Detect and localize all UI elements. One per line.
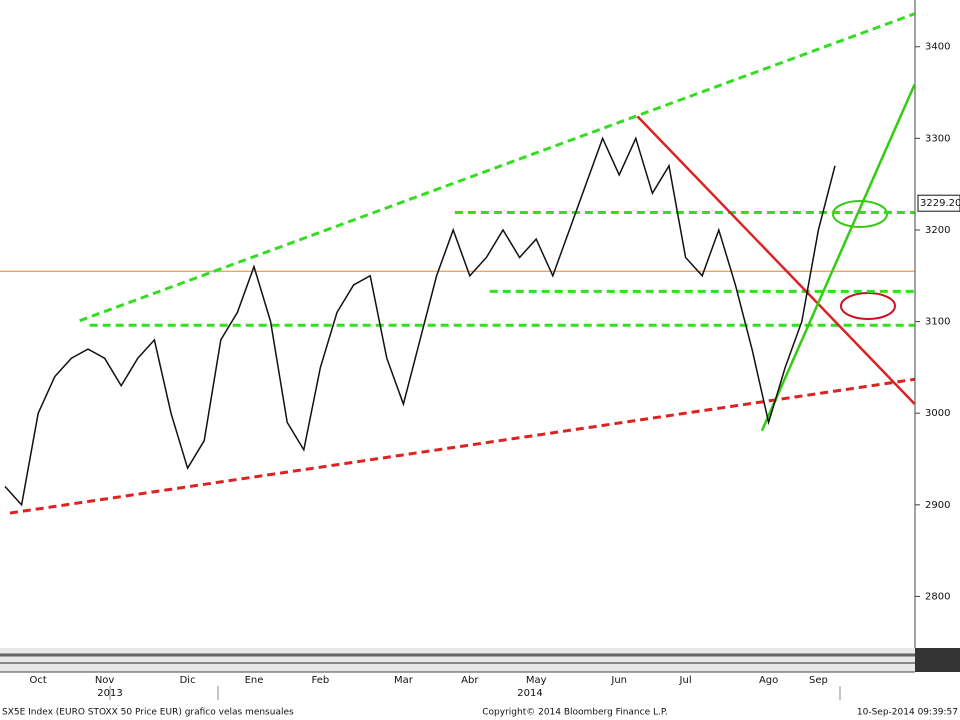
highlight-ellipse xyxy=(840,292,896,320)
y-tick-label: 2800 xyxy=(925,591,950,602)
year-label: 2014 xyxy=(517,688,542,699)
x-tick-label: Oct xyxy=(30,675,47,686)
trend-line xyxy=(79,12,916,323)
y-tick-label: 3200 xyxy=(925,225,950,236)
y-tick-label: 3400 xyxy=(925,42,950,53)
x-tick-label: Dic xyxy=(180,675,196,686)
price-line xyxy=(4,136,836,507)
trend-line xyxy=(9,377,915,515)
y-tick-label: 3100 xyxy=(925,317,950,328)
x-tick-label: Ene xyxy=(245,675,264,686)
x-tick-label: Mar xyxy=(394,675,414,686)
y-tick-label: 3000 xyxy=(925,408,950,419)
x-tick-label: Abr xyxy=(461,675,479,686)
y-tick-label: 2900 xyxy=(925,500,950,511)
year-label: 2013 xyxy=(97,688,122,699)
y-tick-label: 3300 xyxy=(925,133,950,144)
x-tick-label: Nov xyxy=(95,675,115,686)
trend-line xyxy=(636,115,916,405)
last-price-label: 3229.20 xyxy=(920,198,960,209)
x-tick-label: Sep xyxy=(809,675,828,686)
x-tick-label: Ago xyxy=(759,675,778,686)
x-tick-label: Feb xyxy=(312,675,330,686)
x-tick-label: Jul xyxy=(679,675,692,686)
strip-scale xyxy=(915,648,960,672)
footer-left: SX5E Index (EURO STOXX 50 Price EUR) gra… xyxy=(2,708,294,718)
footer-right: 10-Sep-2014 09:39:57 xyxy=(857,708,958,718)
last-price-tag xyxy=(917,194,960,212)
x-tick-label: May xyxy=(526,675,547,686)
footer-center: Copyright© 2014 Bloomberg Finance L.P. xyxy=(482,708,667,718)
trend-line xyxy=(760,83,916,432)
volume-strip xyxy=(0,648,915,672)
x-tick-label: Jun xyxy=(610,675,627,686)
